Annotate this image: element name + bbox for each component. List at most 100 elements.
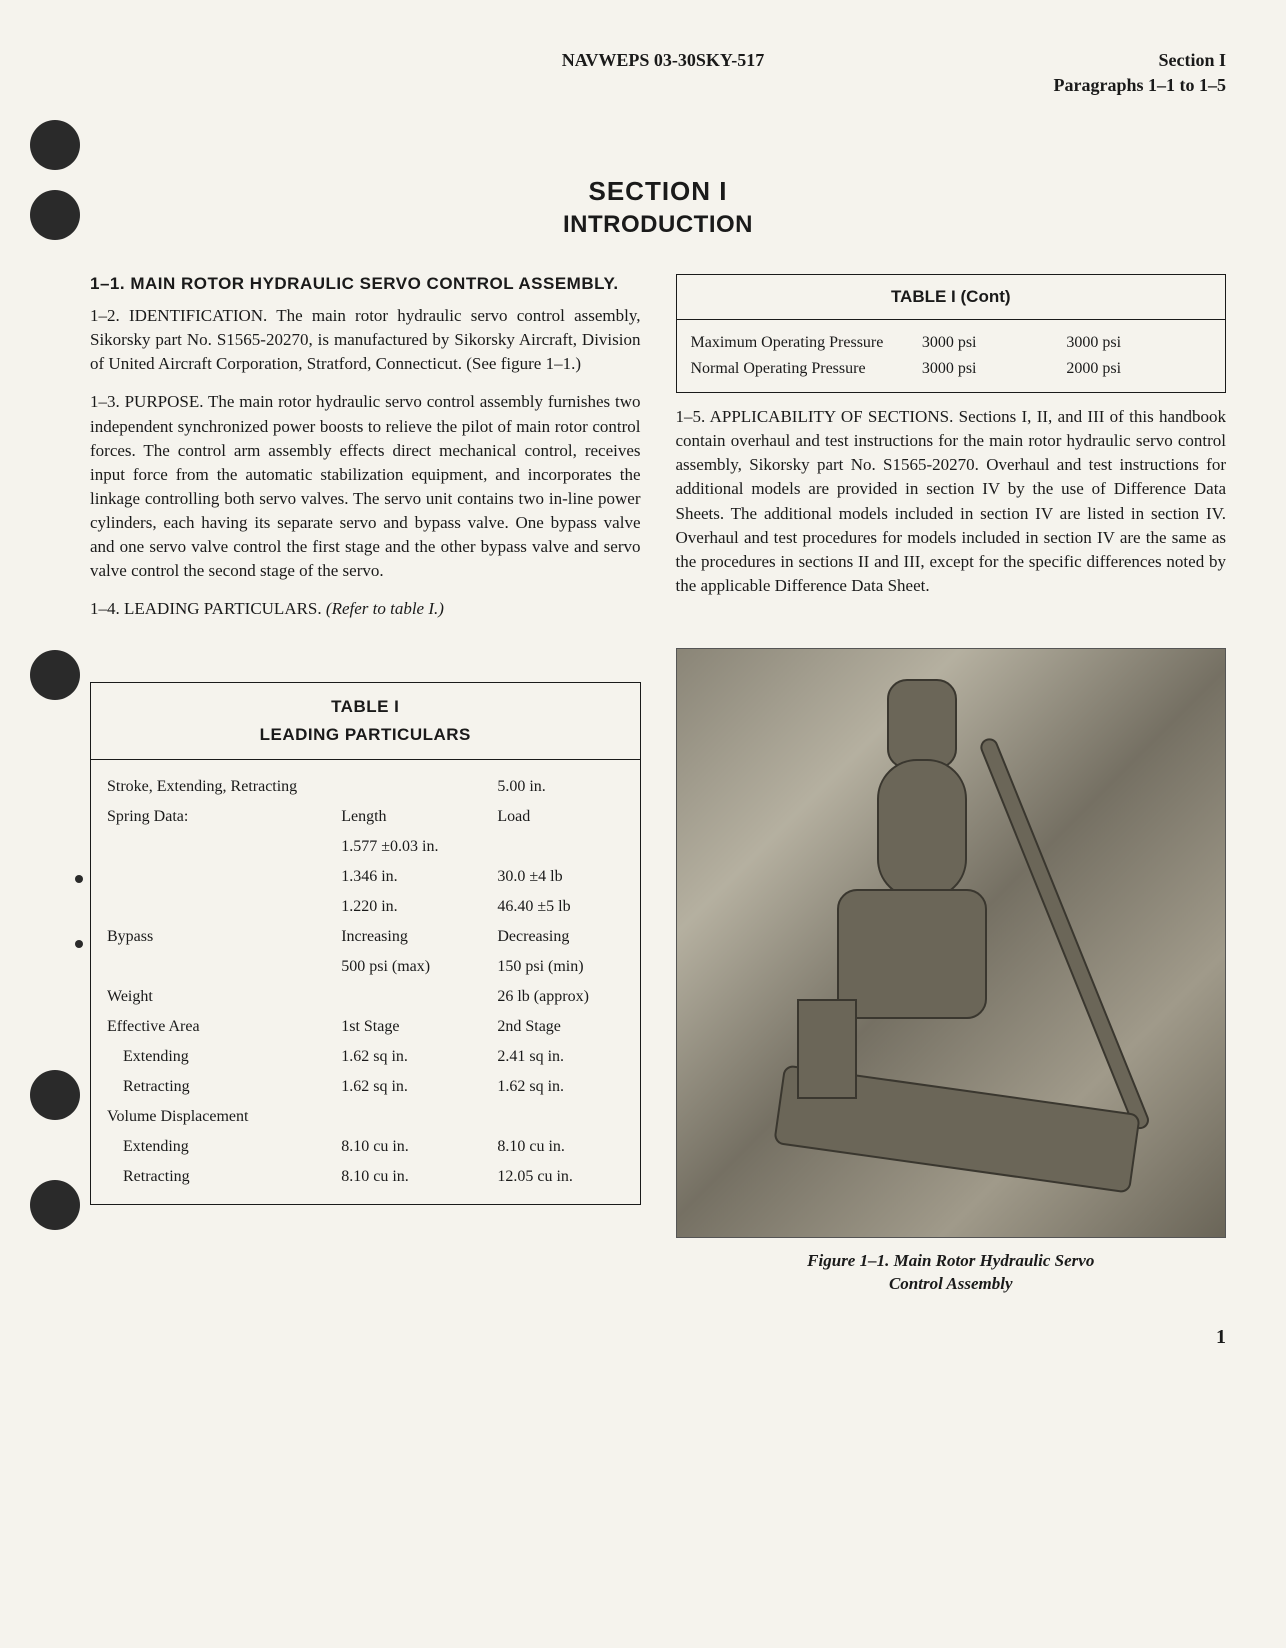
table-cell (339, 772, 495, 802)
table-cell: Retracting (105, 1162, 339, 1192)
table-row: Extending8.10 cu in.8.10 cu in. (105, 1132, 626, 1162)
table-cell: 3000 psi (922, 334, 1067, 352)
table-1-cont-title: TABLE I (Cont) (676, 274, 1227, 320)
table-cell: Retracting (105, 1072, 339, 1102)
table-1-body: Stroke, Extending, Retracting5.00 in.Spr… (91, 760, 640, 1204)
section-label: Section I (976, 50, 1226, 71)
table-row: BypassIncreasingDecreasing (105, 922, 626, 952)
para-lead: PURPOSE. (125, 392, 204, 411)
para-1-2: 1–2. IDENTIFICATION. The main rotor hydr… (90, 304, 641, 376)
table-cell: Effective Area (105, 1012, 339, 1042)
mech-shape (877, 759, 967, 899)
table-cell: Stroke, Extending, Retracting (105, 772, 339, 802)
table-cell: 1.62 sq in. (339, 1042, 495, 1072)
punch-hole-small (75, 875, 83, 883)
punch-hole (30, 1180, 80, 1230)
table-cell: 5.00 in. (495, 772, 625, 802)
page-number: 1 (90, 1326, 1226, 1349)
table-row: 500 psi (max)150 psi (min) (105, 952, 626, 982)
para-number: 1–2. (90, 306, 120, 325)
table-title-line1: TABLE I (101, 697, 630, 717)
table-cell: Extending (105, 1132, 339, 1162)
para-lead: APPLICABILITY OF SECTIONS. (710, 407, 954, 426)
para-1-3: 1–3. PURPOSE. The main rotor hydraulic s… (90, 390, 641, 583)
table-cell: 2000 psi (1066, 360, 1211, 378)
table-cell (495, 1102, 625, 1132)
table-row: Extending1.62 sq in.2.41 sq in. (105, 1042, 626, 1072)
table-cell (339, 982, 495, 1012)
para-lead: IDENTIFICATION. (129, 306, 267, 325)
table-cell (105, 952, 339, 982)
table-row: 1.346 in.30.0 ±4 lb (105, 862, 626, 892)
right-column: TABLE I (Cont) Maximum Operating Pressur… (676, 274, 1227, 1296)
table-1: TABLE I LEADING PARTICULARS Stroke, Exte… (90, 682, 641, 1205)
para-heading: MAIN ROTOR HYDRAULIC SERVO CONTROL ASSEM… (130, 274, 618, 293)
table-cell (495, 832, 625, 862)
para-number: 1–5. (676, 407, 706, 426)
paragraphs-range: Paragraphs 1–1 to 1–5 (1054, 75, 1227, 96)
table-row: Volume Displacement (105, 1102, 626, 1132)
table-cell: 2.41 sq in. (495, 1042, 625, 1072)
table-cell: 2nd Stage (495, 1012, 625, 1042)
table-cell: Volume Displacement (105, 1102, 339, 1132)
para-lead: LEADING PARTICULARS. (124, 599, 322, 618)
table-cell (105, 862, 339, 892)
table-cell: 8.10 cu in. (339, 1162, 495, 1192)
doc-id: NAVWEPS 03-30SKY-517 (350, 50, 976, 71)
para-ref: (Refer to table I.) (326, 599, 444, 618)
para-number: 1–3. (90, 392, 120, 411)
figure-1-1-image (676, 648, 1227, 1238)
table-cell: 1.346 in. (339, 862, 495, 892)
two-column-layout: 1–1. MAIN ROTOR HYDRAULIC SERVO CONTROL … (90, 274, 1226, 1296)
para-number: 1–4. (90, 599, 120, 618)
table-cell: Extending (105, 1042, 339, 1072)
table-cell (339, 1102, 495, 1132)
table-row: 1.577 ±0.03 in. (105, 832, 626, 862)
table-row: 1.220 in.46.40 ±5 lb (105, 892, 626, 922)
table-row: Normal Operating Pressure3000 psi2000 ps… (691, 356, 1212, 382)
table-cell (105, 832, 339, 862)
table-cell: 30.0 ±4 lb (495, 862, 625, 892)
table-cell: 8.10 cu in. (495, 1132, 625, 1162)
table-cell: 1.62 sq in. (339, 1072, 495, 1102)
table-cell: 150 psi (min) (495, 952, 625, 982)
table-cell: Normal Operating Pressure (691, 360, 922, 378)
table-cell: 3000 psi (1066, 334, 1211, 352)
table-cell: Spring Data: (105, 802, 339, 832)
para-number: 1–1. (90, 274, 125, 293)
table-cell: Increasing (339, 922, 495, 952)
punch-hole (30, 190, 80, 240)
table-cell: Load (495, 802, 625, 832)
punch-hole (30, 120, 80, 170)
table-row: Maximum Operating Pressure3000 psi3000 p… (691, 330, 1212, 356)
table-cell: Decreasing (495, 922, 625, 952)
para-1-5: 1–5. APPLICABILITY OF SECTIONS. Sections… (676, 405, 1227, 598)
table-cell: Maximum Operating Pressure (691, 334, 922, 352)
table-cell: 3000 psi (922, 360, 1067, 378)
page-header: NAVWEPS 03-30SKY-517 Section I (90, 50, 1226, 71)
mech-shape (977, 736, 1151, 1132)
mech-shape (887, 679, 957, 769)
table-cell: 46.40 ±5 lb (495, 892, 625, 922)
table-1-title: TABLE I LEADING PARTICULARS (91, 683, 640, 760)
left-column: 1–1. MAIN ROTOR HYDRAULIC SERVO CONTROL … (90, 274, 641, 1296)
caption-line2: Control Assembly (889, 1274, 1013, 1293)
table-1-cont-body: Maximum Operating Pressure3000 psi3000 p… (676, 320, 1227, 393)
table-cell: 1st Stage (339, 1012, 495, 1042)
figure-1-1-caption: Figure 1–1. Main Rotor Hydraulic Servo C… (676, 1250, 1227, 1296)
table-row: Retracting1.62 sq in.1.62 sq in. (105, 1072, 626, 1102)
table-row: Stroke, Extending, Retracting 5.00 in. (105, 772, 626, 802)
table-cell: Length (339, 802, 495, 832)
table-cell: 1.62 sq in. (495, 1072, 625, 1102)
table-cell: Weight (105, 982, 339, 1012)
table-row: Spring Data:LengthLoad (105, 802, 626, 832)
table-row: Retracting8.10 cu in.12.05 cu in. (105, 1162, 626, 1192)
mech-shape (837, 889, 987, 1019)
punch-hole-small (75, 940, 83, 948)
para-text: The main rotor hydraulic servo control a… (90, 392, 641, 580)
table-row: Weight26 lb (approx) (105, 982, 626, 1012)
table-title-line2: LEADING PARTICULARS (260, 725, 471, 744)
table-cell: 500 psi (max) (339, 952, 495, 982)
punch-hole (30, 650, 80, 700)
punch-hole (30, 1070, 80, 1120)
